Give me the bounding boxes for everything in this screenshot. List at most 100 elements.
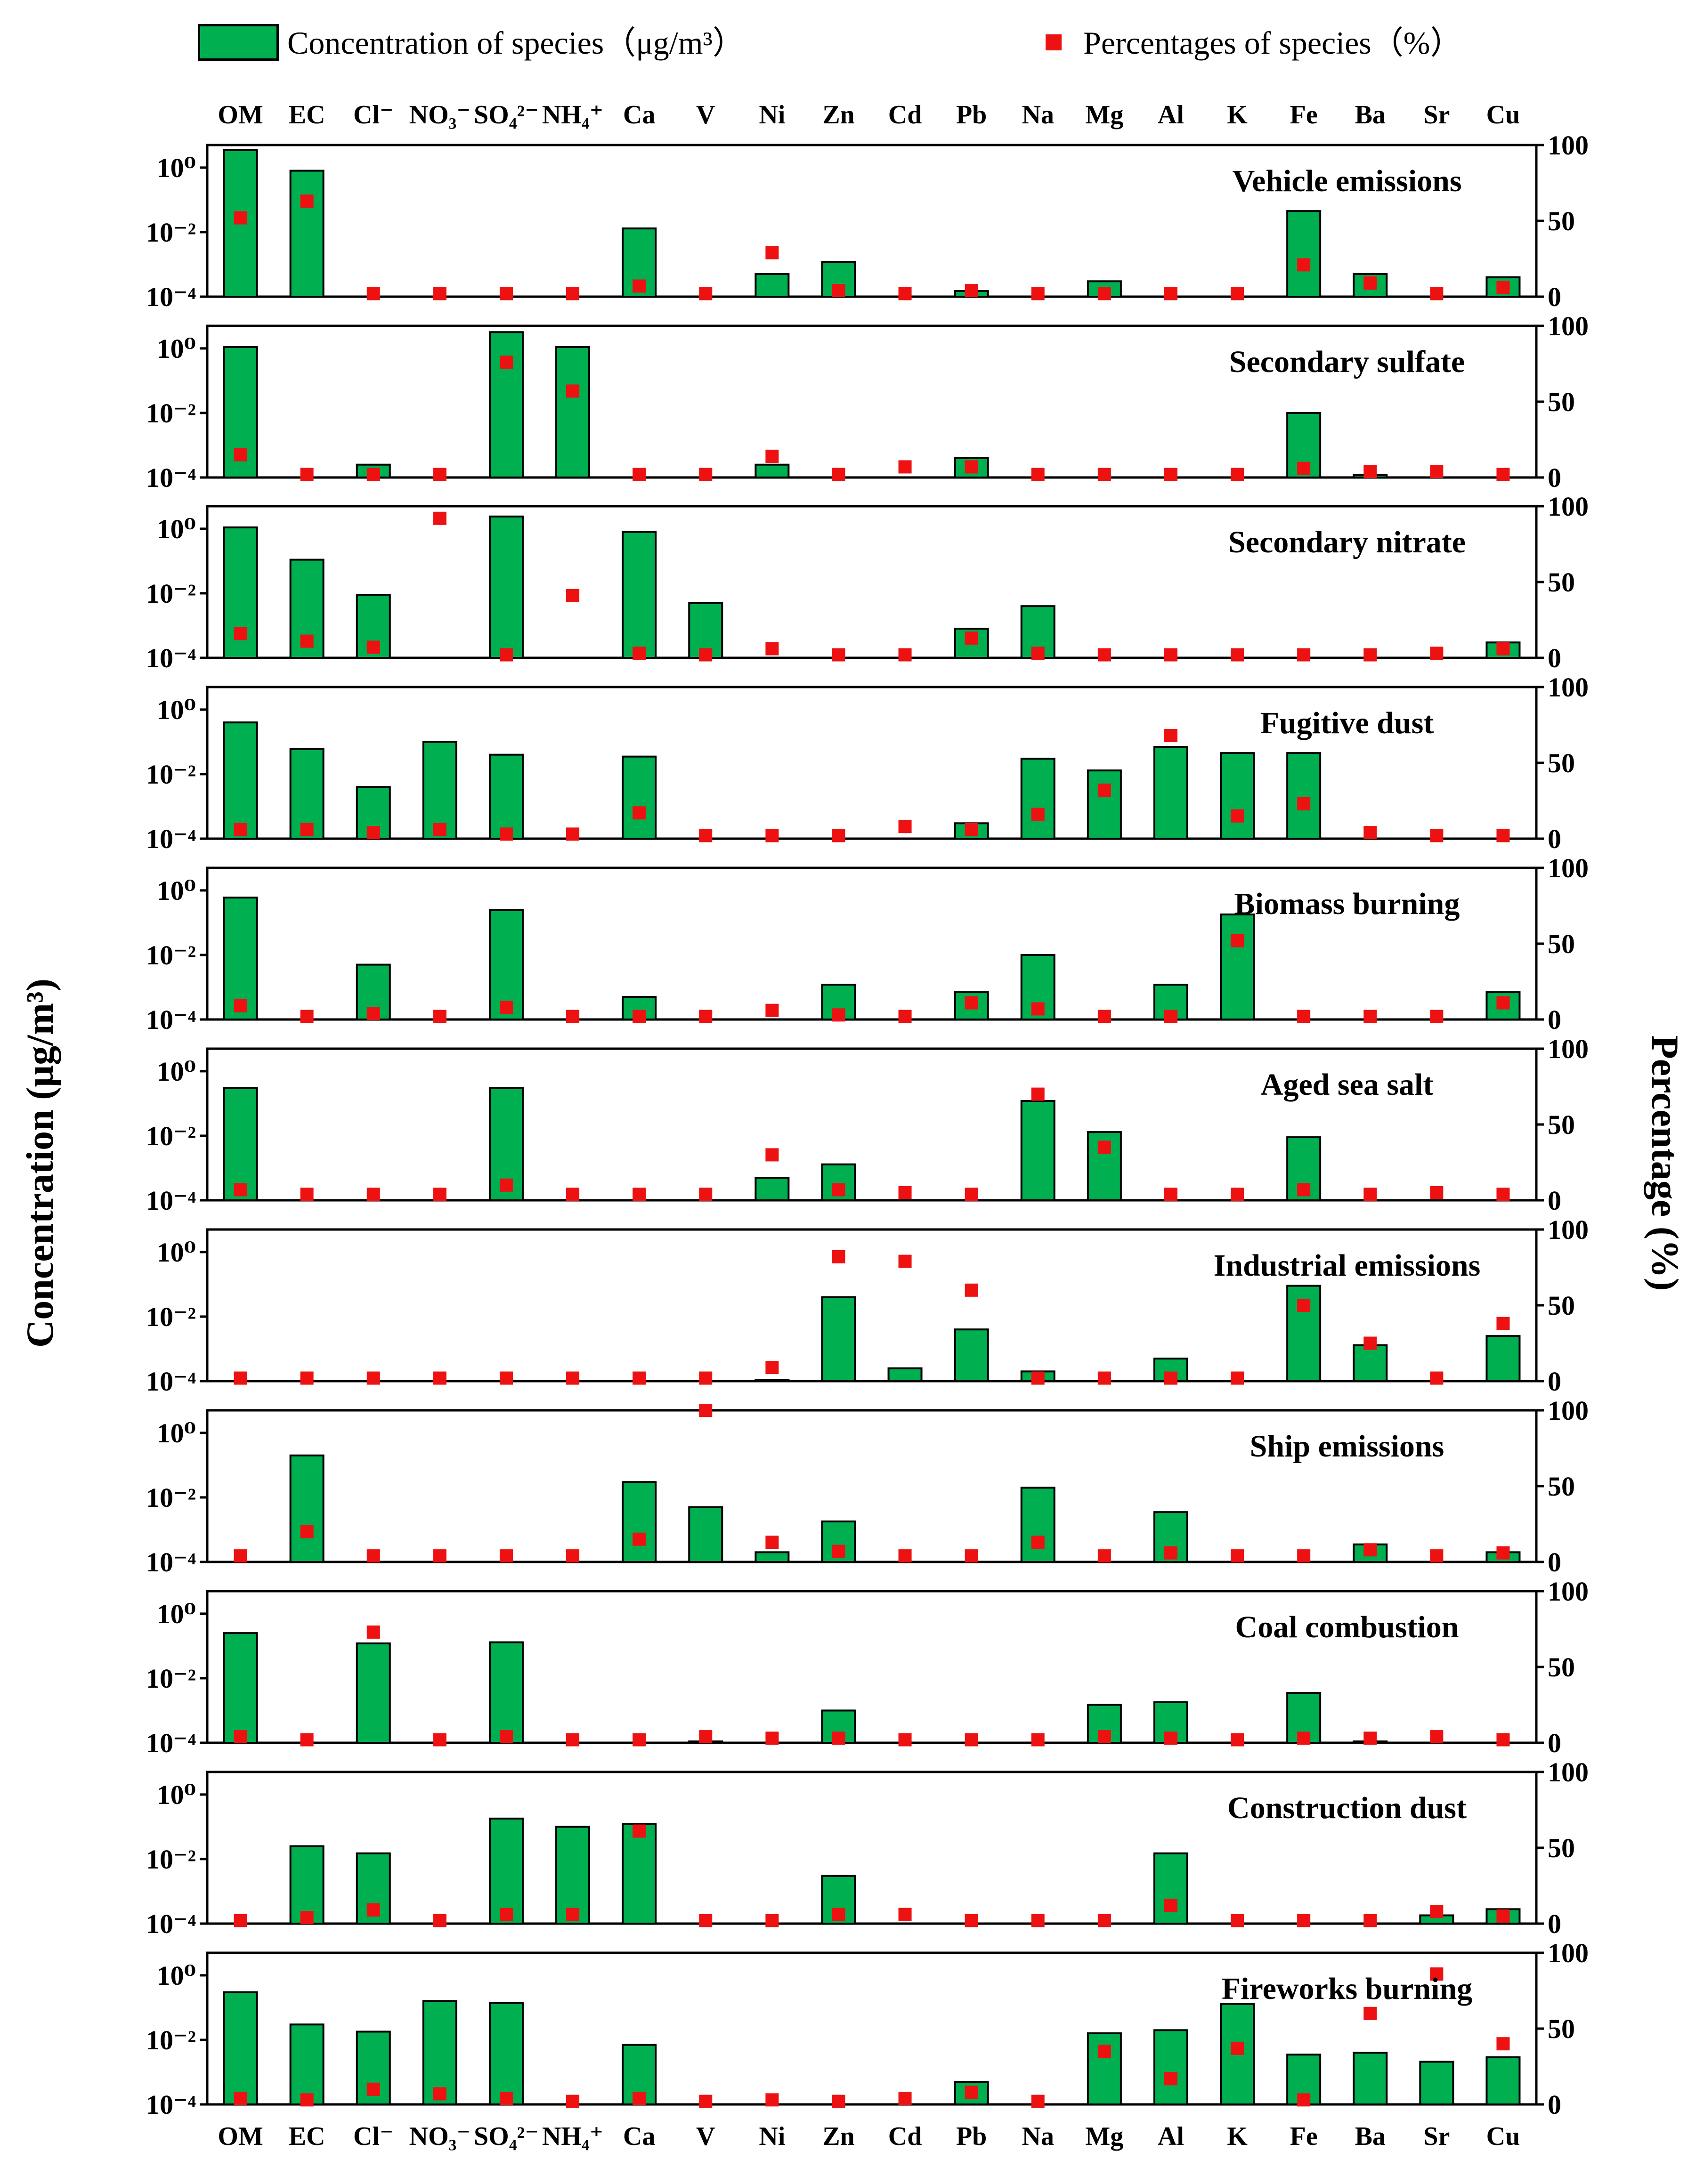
percentage-marker bbox=[898, 1186, 912, 1199]
percentage-marker bbox=[499, 287, 513, 300]
percentage-marker bbox=[1496, 281, 1510, 294]
percentage-marker bbox=[566, 287, 580, 300]
percentage-marker bbox=[633, 806, 646, 820]
percentage-marker bbox=[300, 1911, 314, 1925]
x-tick-label-top: Fe bbox=[1290, 100, 1318, 129]
y-tick-label-left: 10⁻² bbox=[146, 1663, 196, 1694]
y-tick-label-right: 0 bbox=[1548, 1004, 1561, 1035]
y-tick-label-left: 10⁰ bbox=[157, 333, 196, 364]
percentage-marker bbox=[366, 1625, 380, 1639]
percentage-marker bbox=[433, 1914, 446, 1927]
percentage-marker bbox=[1430, 287, 1444, 300]
concentration-bar bbox=[1286, 210, 1322, 298]
percentage-marker bbox=[234, 1914, 247, 1927]
percentage-marker bbox=[566, 827, 580, 841]
percentage-marker bbox=[366, 1371, 380, 1385]
percentage-marker bbox=[566, 1733, 580, 1747]
percentage-marker bbox=[1164, 1546, 1177, 1560]
panel-title: Industrial emissions bbox=[1214, 1248, 1481, 1283]
concentration-bar bbox=[289, 1454, 325, 1563]
x-tick-label-top: Cd bbox=[888, 100, 922, 129]
percentage-marker bbox=[699, 287, 713, 300]
concentration-bar bbox=[1220, 913, 1255, 1020]
percentage-marker bbox=[765, 1148, 779, 1162]
percentage-marker bbox=[433, 1371, 446, 1385]
y-tick-label-right: 100 bbox=[1548, 491, 1589, 522]
x-tick-label-top: EC bbox=[289, 100, 325, 129]
percentage-marker bbox=[1031, 1087, 1045, 1101]
y-tick-label-right: 50 bbox=[1548, 1471, 1575, 1502]
panel-title: Biomass burning bbox=[1234, 887, 1460, 921]
percentage-marker bbox=[1297, 461, 1311, 475]
x-tick-label-top: Cu bbox=[1486, 100, 1520, 129]
y-tick-label-left: 10⁻⁴ bbox=[146, 1185, 196, 1216]
concentration-bar bbox=[1353, 1344, 1388, 1382]
percentage-marker bbox=[633, 1010, 646, 1023]
percentage-marker bbox=[699, 829, 713, 842]
concentration-bar bbox=[622, 1481, 657, 1563]
concentration-bar bbox=[1153, 746, 1188, 840]
concentration-bar bbox=[755, 463, 790, 478]
concentration-bar bbox=[289, 1845, 325, 1925]
concentration-bar bbox=[1020, 758, 1055, 840]
percentage-marker bbox=[499, 356, 513, 369]
y-tick-label-left: 10⁰ bbox=[157, 1237, 196, 1268]
x-tick-label-bottom: K bbox=[1227, 2122, 1248, 2151]
percentage-marker bbox=[1363, 1914, 1377, 1927]
percentage-marker bbox=[1164, 1371, 1177, 1385]
percentage-marker bbox=[898, 1549, 912, 1563]
y-tick-label-right: 100 bbox=[1548, 1214, 1589, 1245]
concentration-bar bbox=[1286, 752, 1322, 840]
percentage-marker bbox=[1363, 1336, 1377, 1350]
percentage-marker bbox=[699, 1914, 713, 1927]
y-tick-label-right: 0 bbox=[1548, 1547, 1561, 1577]
percentage-marker bbox=[1496, 1546, 1510, 1560]
y-tick-label-right: 100 bbox=[1548, 1034, 1589, 1064]
percentage-marker bbox=[234, 999, 247, 1013]
x-tick-label-top: Mg bbox=[1085, 100, 1123, 129]
percentage-marker bbox=[1097, 1549, 1111, 1563]
percentage-marker bbox=[965, 1188, 978, 1201]
percentage-marker bbox=[1031, 808, 1045, 821]
percentage-marker bbox=[499, 1178, 513, 1192]
y-axis-title-left: Concentration (μg/m³) bbox=[18, 979, 61, 1348]
percentage-marker bbox=[1031, 468, 1045, 481]
percentage-marker bbox=[965, 2086, 978, 2099]
legend-bar-label: Concentration of species（μg/m³） bbox=[287, 25, 745, 61]
percentage-marker bbox=[1031, 1536, 1045, 1549]
x-tick-label-top: Na bbox=[1022, 100, 1054, 129]
percentage-marker bbox=[300, 823, 314, 836]
percentage-marker bbox=[633, 1188, 646, 1201]
percentage-marker bbox=[1363, 2006, 1377, 2020]
x-tick-label-bottom: Sr bbox=[1423, 2122, 1450, 2151]
percentage-marker bbox=[1097, 287, 1111, 300]
percentage-marker bbox=[832, 1250, 845, 1263]
percentage-marker bbox=[1097, 783, 1111, 797]
concentration-bar bbox=[555, 1826, 591, 1925]
percentage-marker bbox=[1496, 996, 1510, 1010]
y-tick-label-left: 10⁻² bbox=[146, 940, 196, 971]
percentage-marker bbox=[499, 1371, 513, 1385]
percentage-marker bbox=[1097, 1010, 1111, 1023]
concentration-bar bbox=[821, 1875, 856, 1925]
y-tick-label-left: 10⁰ bbox=[157, 875, 196, 906]
percentage-marker bbox=[1031, 1733, 1045, 1747]
x-tick-label-top: NO₃⁻ bbox=[409, 100, 471, 129]
y-tick-label-left: 10⁻⁴ bbox=[146, 1728, 196, 1758]
percentage-marker bbox=[499, 1549, 513, 1563]
percentage-marker bbox=[832, 284, 845, 298]
percentage-marker bbox=[898, 460, 912, 474]
y-tick-label-right: 50 bbox=[1548, 2014, 1575, 2044]
concentration-bar bbox=[289, 170, 325, 298]
concentration-bar bbox=[1286, 412, 1322, 478]
percentage-marker bbox=[1430, 1010, 1444, 1023]
concentration-bar bbox=[821, 1296, 856, 1382]
y-tick-label-right: 100 bbox=[1548, 1757, 1589, 1788]
percentage-marker bbox=[1297, 1549, 1311, 1563]
y-tick-label-right: 100 bbox=[1548, 672, 1589, 703]
y-tick-label-left: 10⁰ bbox=[157, 1780, 196, 1810]
x-tick-label-bottom: Ca bbox=[623, 2122, 655, 2151]
y-tick-label-right: 0 bbox=[1548, 2089, 1561, 2120]
x-tick-label-bottom: OM bbox=[218, 2122, 263, 2151]
